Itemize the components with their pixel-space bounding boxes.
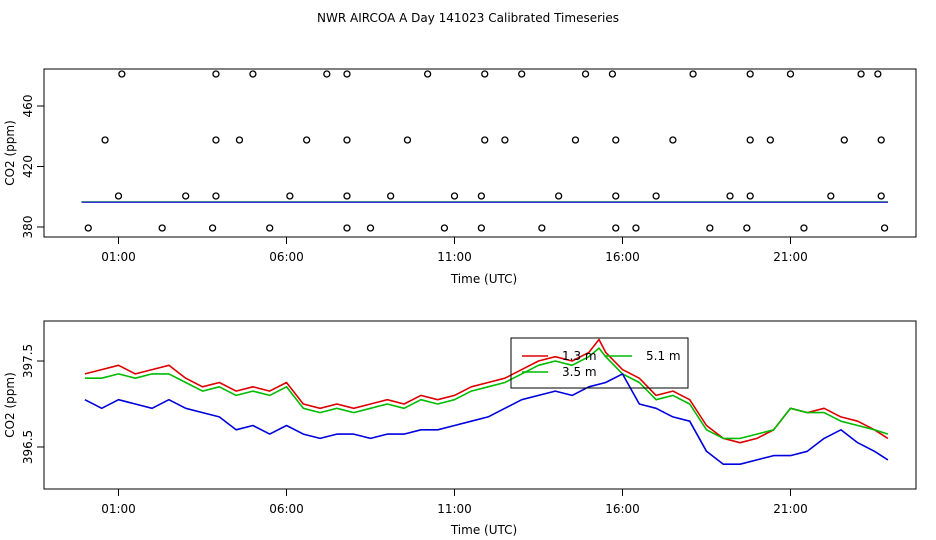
bottom-panel: 396.5 397.5 01:00 06:00 11:00 16:00 21:00 Tim… bbox=[3, 320, 917, 537]
scatter-point bbox=[403, 136, 412, 144]
top-x-axis: 01:00 06:00 11:00 16:00 21:00 bbox=[101, 237, 808, 264]
scatter-point bbox=[208, 224, 217, 232]
scatter-point bbox=[581, 70, 590, 78]
scatter-point bbox=[118, 70, 126, 78]
scatter-point bbox=[800, 224, 808, 232]
scatter-point bbox=[766, 136, 774, 144]
bottom-series-lines bbox=[84, 338, 889, 466]
scatter-point bbox=[877, 192, 885, 200]
x-tick-label: 06:00 bbox=[269, 502, 304, 516]
scatter-point bbox=[286, 192, 294, 200]
y-tick-label: 460 bbox=[21, 95, 35, 118]
scatter-point bbox=[706, 224, 714, 232]
top-points bbox=[84, 70, 889, 232]
scatter-point bbox=[874, 70, 882, 78]
y-tick-label: 420 bbox=[21, 155, 35, 178]
top-panel: 380 420 460 01:00 06:00 11:00 16:00 21:00 Time… bbox=[3, 68, 917, 286]
scatter-point bbox=[114, 192, 123, 200]
series-line bbox=[84, 373, 889, 466]
scatter-point bbox=[343, 192, 351, 200]
bottom-plot-frame bbox=[43, 320, 917, 490]
x-tick-label: 11:00 bbox=[437, 250, 472, 264]
scatter-point bbox=[450, 192, 459, 200]
x-tick-label: 06:00 bbox=[269, 250, 304, 264]
scatter-point bbox=[158, 224, 166, 232]
scatter-point bbox=[877, 136, 885, 144]
legend-box bbox=[510, 337, 689, 389]
scatter-point bbox=[538, 224, 546, 232]
top-x-axis-label: Time (UTC) bbox=[450, 272, 517, 286]
scatter-point bbox=[212, 192, 220, 200]
scatter-point bbox=[440, 224, 449, 232]
scatter-point bbox=[343, 70, 351, 78]
scatter-point bbox=[266, 224, 274, 232]
scatter-point bbox=[303, 136, 311, 144]
scatter-point bbox=[249, 70, 257, 78]
legend-label-3: 3.5 m bbox=[562, 365, 597, 379]
scatter-point bbox=[477, 192, 486, 200]
scatter-point bbox=[743, 224, 751, 232]
scatter-point bbox=[477, 224, 486, 232]
bottom-y-axis-label: CO2 (ppm) bbox=[3, 372, 17, 438]
scatter-point bbox=[366, 224, 375, 232]
scatter-point bbox=[612, 224, 620, 232]
y-tick-label: 380 bbox=[21, 216, 35, 239]
scatter-point bbox=[84, 224, 92, 232]
x-tick-label: 16:00 bbox=[605, 502, 640, 516]
scatter-point bbox=[669, 136, 677, 144]
series-line bbox=[84, 338, 889, 444]
scatter-point bbox=[827, 192, 835, 200]
scatter-point bbox=[786, 70, 795, 78]
top-y-axis: 380 420 460 bbox=[21, 95, 44, 239]
scatter-point bbox=[518, 70, 526, 78]
scatter-point bbox=[481, 70, 489, 78]
scatter-point bbox=[612, 192, 620, 200]
scatter-point bbox=[235, 136, 244, 144]
legend-label-1: 1.3 m bbox=[562, 349, 597, 363]
x-tick-label: 21:00 bbox=[773, 502, 808, 516]
scatter-point bbox=[746, 192, 754, 200]
scatter-point bbox=[212, 136, 220, 144]
series-line bbox=[84, 347, 889, 440]
scatter-point bbox=[101, 136, 109, 144]
x-tick-label: 11:00 bbox=[437, 502, 472, 516]
scatter-point bbox=[501, 136, 509, 144]
x-tick-label: 01:00 bbox=[101, 502, 136, 516]
top-y-axis-label: CO2 (ppm) bbox=[3, 120, 17, 186]
scatter-point bbox=[840, 136, 848, 144]
scatter-point bbox=[323, 70, 331, 78]
bottom-y-axis: 396.5 397.5 bbox=[21, 344, 44, 464]
scatter-point bbox=[212, 70, 220, 78]
scatter-point bbox=[608, 70, 617, 78]
x-tick-label: 01:00 bbox=[101, 250, 136, 264]
x-tick-label: 16:00 bbox=[605, 250, 640, 264]
top-plot-frame bbox=[43, 68, 917, 238]
x-tick-label: 21:00 bbox=[773, 250, 808, 264]
scatter-point bbox=[632, 224, 640, 232]
legend-label-2: 5.1 m bbox=[646, 349, 681, 363]
figure-title: NWR AIRCOA A Day 141023 Calibrated Times… bbox=[317, 11, 619, 25]
scatter-point bbox=[387, 192, 395, 200]
scatter-point bbox=[689, 70, 697, 78]
scatter-point bbox=[343, 136, 351, 144]
scatter-point bbox=[880, 224, 889, 232]
bottom-x-axis-label: Time (UTC) bbox=[450, 523, 517, 537]
scatter-point bbox=[612, 136, 620, 144]
scatter-point bbox=[746, 70, 754, 78]
scatter-point bbox=[652, 192, 660, 200]
scatter-point bbox=[182, 192, 190, 200]
bottom-x-axis: 01:00 06:00 11:00 16:00 21:00 bbox=[101, 489, 808, 516]
scatter-point bbox=[555, 192, 563, 200]
scatter-point bbox=[726, 192, 734, 200]
scatter-point bbox=[571, 136, 580, 144]
scatter-point bbox=[343, 224, 351, 232]
scatter-point bbox=[857, 70, 865, 78]
legend: 1.3 m 5.1 m 3.5 m bbox=[510, 337, 689, 389]
y-tick-label: 397.5 bbox=[21, 344, 35, 378]
y-tick-label: 396.5 bbox=[21, 430, 35, 464]
scatter-point bbox=[423, 70, 432, 78]
scatter-point bbox=[746, 136, 754, 144]
scatter-point bbox=[481, 136, 489, 144]
